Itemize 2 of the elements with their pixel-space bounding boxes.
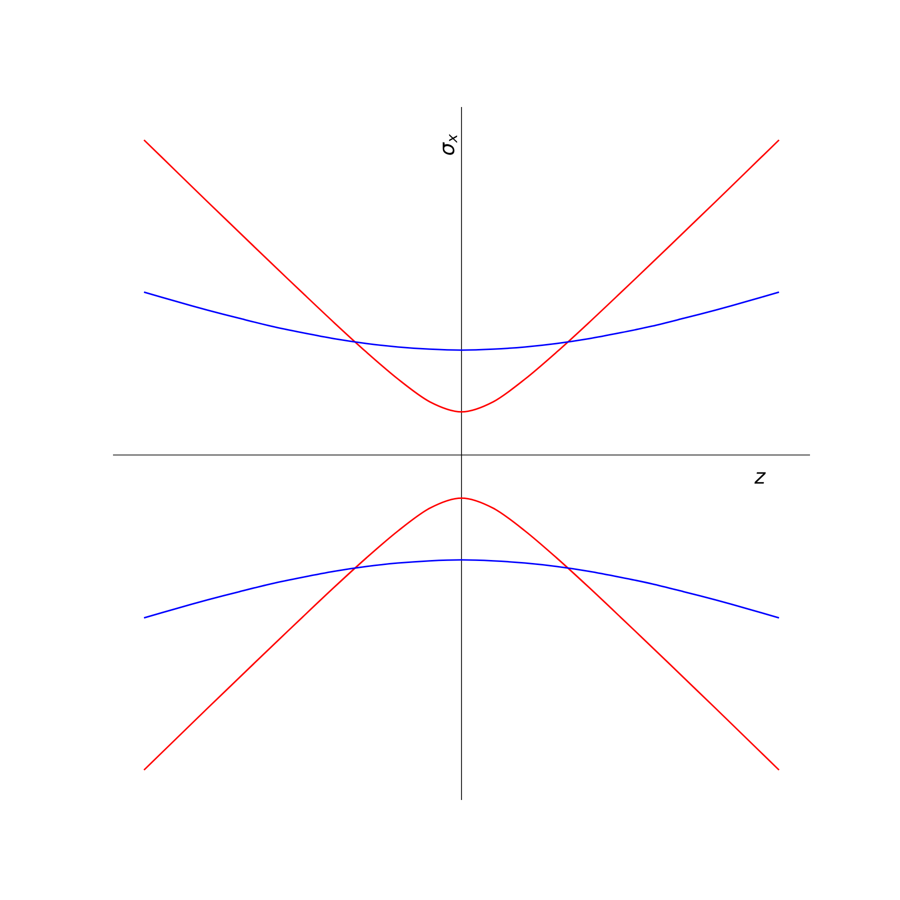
y-axis-title: σ$_{x}$: [442, 134, 458, 155]
x-axis-title: z: [754, 472, 766, 484]
